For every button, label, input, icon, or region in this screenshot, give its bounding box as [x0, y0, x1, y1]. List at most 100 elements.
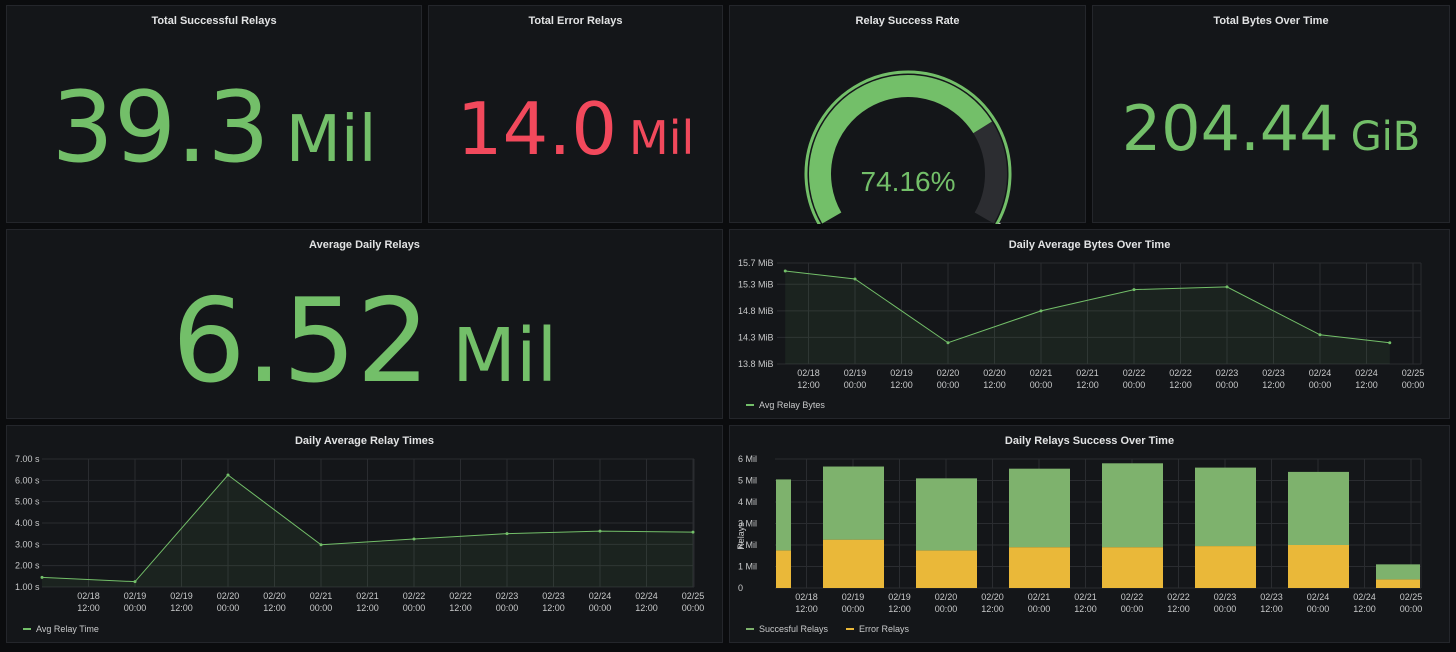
panel-relay-success-rate: Relay Success Rate 74.16% 0 100	[729, 5, 1086, 225]
panel-total-error-relays: Total Error Relays 14.0 Mil	[428, 5, 723, 223]
bar-succesful-relays	[916, 478, 977, 551]
x-tick-date: 02/21	[1028, 592, 1051, 602]
x-tick-time: 00:00	[310, 603, 333, 613]
panel-total-successful-relays: Total Successful Relays 39.3 Mil	[6, 5, 422, 223]
x-tick-date: 02/19	[890, 368, 913, 378]
x-tick-time: 12:00	[888, 604, 911, 614]
gauge-value: 74.16%	[861, 166, 956, 197]
x-tick-date: 02/21	[1076, 368, 1099, 378]
success-rate-gauge: 74.16% 0 100	[804, 70, 1012, 225]
stat-value: 204.44 GiB	[1093, 94, 1449, 164]
x-tick-date: 02/22	[1123, 368, 1146, 378]
panel-title[interactable]: Total Error Relays	[528, 15, 623, 27]
x-tick-date: 02/19	[124, 591, 147, 601]
x-tick-date: 02/23	[1262, 368, 1285, 378]
stat-number: 6.52	[171, 274, 431, 409]
relay-times-chart: 1.00 s 2.00 s 3.00 s 4.00 s 5.00 s 6.00 s 7.00…	[15, 454, 705, 613]
gauge-fill	[809, 75, 992, 224]
bar-error-relays	[823, 539, 884, 588]
x-tick-time: 12:00	[1074, 604, 1097, 614]
legend-item-avg-relay-time[interactable]: Avg Relay Time	[23, 624, 99, 634]
chart-legend: Avg Relay Time	[23, 624, 99, 634]
panel-title[interactable]: Daily Average Relay Times	[294, 435, 434, 447]
x-tick-time: 00:00	[1216, 380, 1239, 390]
x-tick-date: 02/22	[449, 591, 472, 601]
gauge-max-label: 100	[990, 221, 1010, 225]
data-point	[1388, 341, 1392, 345]
data-point	[783, 269, 787, 273]
y-tick-label: 4.00 s	[15, 518, 40, 528]
y-tick-label: 14.3 MiB	[738, 332, 774, 342]
series-line	[785, 270, 1390, 344]
x-tick-time: 12:00	[981, 604, 1004, 614]
x-tick-time: 12:00	[170, 603, 193, 613]
stat-unit: Mil	[629, 111, 695, 165]
data-point	[853, 277, 857, 281]
y-tick-label: 6 Mil	[738, 454, 757, 464]
daily-bytes-chart: 13.8 MiB 14.3 MiB 14.8 MiB 15.3 MiB 15.7 MiB…	[738, 258, 1425, 390]
x-tick-date: 02/19	[888, 592, 911, 602]
legend-item-avg-relay-bytes[interactable]: Avg Relay Bytes	[746, 400, 825, 410]
x-tick-time: 00:00	[217, 603, 240, 613]
chart-legend: Succesful Relays Error Relays	[746, 624, 909, 634]
legend-item-error-relays[interactable]: Error Relays	[846, 624, 909, 634]
panel-average-daily-relays: Average Daily Relays 6.52 Mil	[6, 229, 723, 419]
y-axis-label: Relays	[736, 522, 746, 550]
x-tick-date: 02/23	[1214, 592, 1237, 602]
x-tick-time: 00:00	[1214, 604, 1237, 614]
x-tick-date: 02/24	[635, 591, 658, 601]
x-tick-time: 12:00	[356, 603, 379, 613]
bar-succesful-relays	[823, 466, 884, 540]
bar-error-relays	[1195, 546, 1256, 588]
x-tick-date: 02/19	[844, 368, 867, 378]
bar-succesful-relays	[776, 479, 791, 551]
x-tick-date: 02/23	[542, 591, 565, 601]
x-tick-time: 12:00	[1262, 380, 1285, 390]
x-tick-date: 02/22	[1121, 592, 1144, 602]
panel-title[interactable]: Daily Average Bytes Over Time	[1008, 239, 1171, 251]
x-tick-time: 00:00	[1307, 604, 1330, 614]
y-tick-label: 5.00 s	[15, 497, 40, 507]
panel-title[interactable]: Total Successful Relays	[151, 15, 277, 27]
x-tick-time: 00:00	[496, 603, 519, 613]
panel-title[interactable]: Total Bytes Over Time	[1213, 15, 1329, 27]
bar-error-relays	[1288, 545, 1349, 588]
bar-error-relays	[916, 550, 977, 588]
x-tick-time: 00:00	[842, 604, 865, 614]
panel-title[interactable]: Relay Success Rate	[855, 15, 960, 27]
x-tick-date: 02/21	[310, 591, 333, 601]
data-point	[946, 341, 950, 345]
x-tick-time: 12:00	[449, 603, 472, 613]
stat-number: 204.44	[1121, 92, 1339, 165]
y-tick-label: 15.3 MiB	[738, 279, 774, 289]
y-tick-label: 2 Mil	[738, 540, 757, 550]
data-point	[1039, 309, 1043, 313]
x-tick-date: 02/24	[1309, 368, 1332, 378]
panel-title[interactable]: Average Daily Relays	[309, 239, 420, 251]
x-tick-date: 02/20	[983, 368, 1006, 378]
x-tick-time: 00:00	[1400, 604, 1423, 614]
panel-daily-average-relay-times: Daily Average Relay Times 1.00 s 2.00 s 3.…	[6, 425, 723, 643]
panel-title[interactable]: Daily Relays Success Over Time	[1004, 435, 1175, 447]
x-tick-time: 12:00	[635, 603, 658, 613]
relays-success-chart: 0 1 Mil 2 Mil 3 Mil 4 Mil 5 Mil 6 Mil 02/18 12:0…	[736, 454, 1423, 614]
x-tick-date: 02/21	[1074, 592, 1097, 602]
x-tick-date: 02/20	[937, 368, 960, 378]
x-tick-date: 02/18	[795, 592, 818, 602]
legend-item-succesful-relays[interactable]: Succesful Relays	[746, 624, 828, 634]
bar-error-relays	[1009, 547, 1070, 588]
legend-label: Succesful Relays	[759, 624, 829, 634]
y-tick-label: 15.7 MiB	[738, 258, 774, 268]
data-point	[133, 580, 137, 584]
x-tick-time: 12:00	[983, 380, 1006, 390]
x-tick-time: 12:00	[795, 604, 818, 614]
x-tick-time: 00:00	[1030, 380, 1053, 390]
x-tick-date: 02/25	[682, 591, 705, 601]
data-point	[1225, 285, 1229, 289]
bar-error-relays	[1102, 547, 1163, 588]
x-tick-time: 00:00	[1402, 380, 1425, 390]
x-tick-time: 12:00	[263, 603, 286, 613]
x-tick-time: 00:00	[935, 604, 958, 614]
x-tick-date: 02/24	[1353, 592, 1376, 602]
x-tick-time: 00:00	[403, 603, 426, 613]
